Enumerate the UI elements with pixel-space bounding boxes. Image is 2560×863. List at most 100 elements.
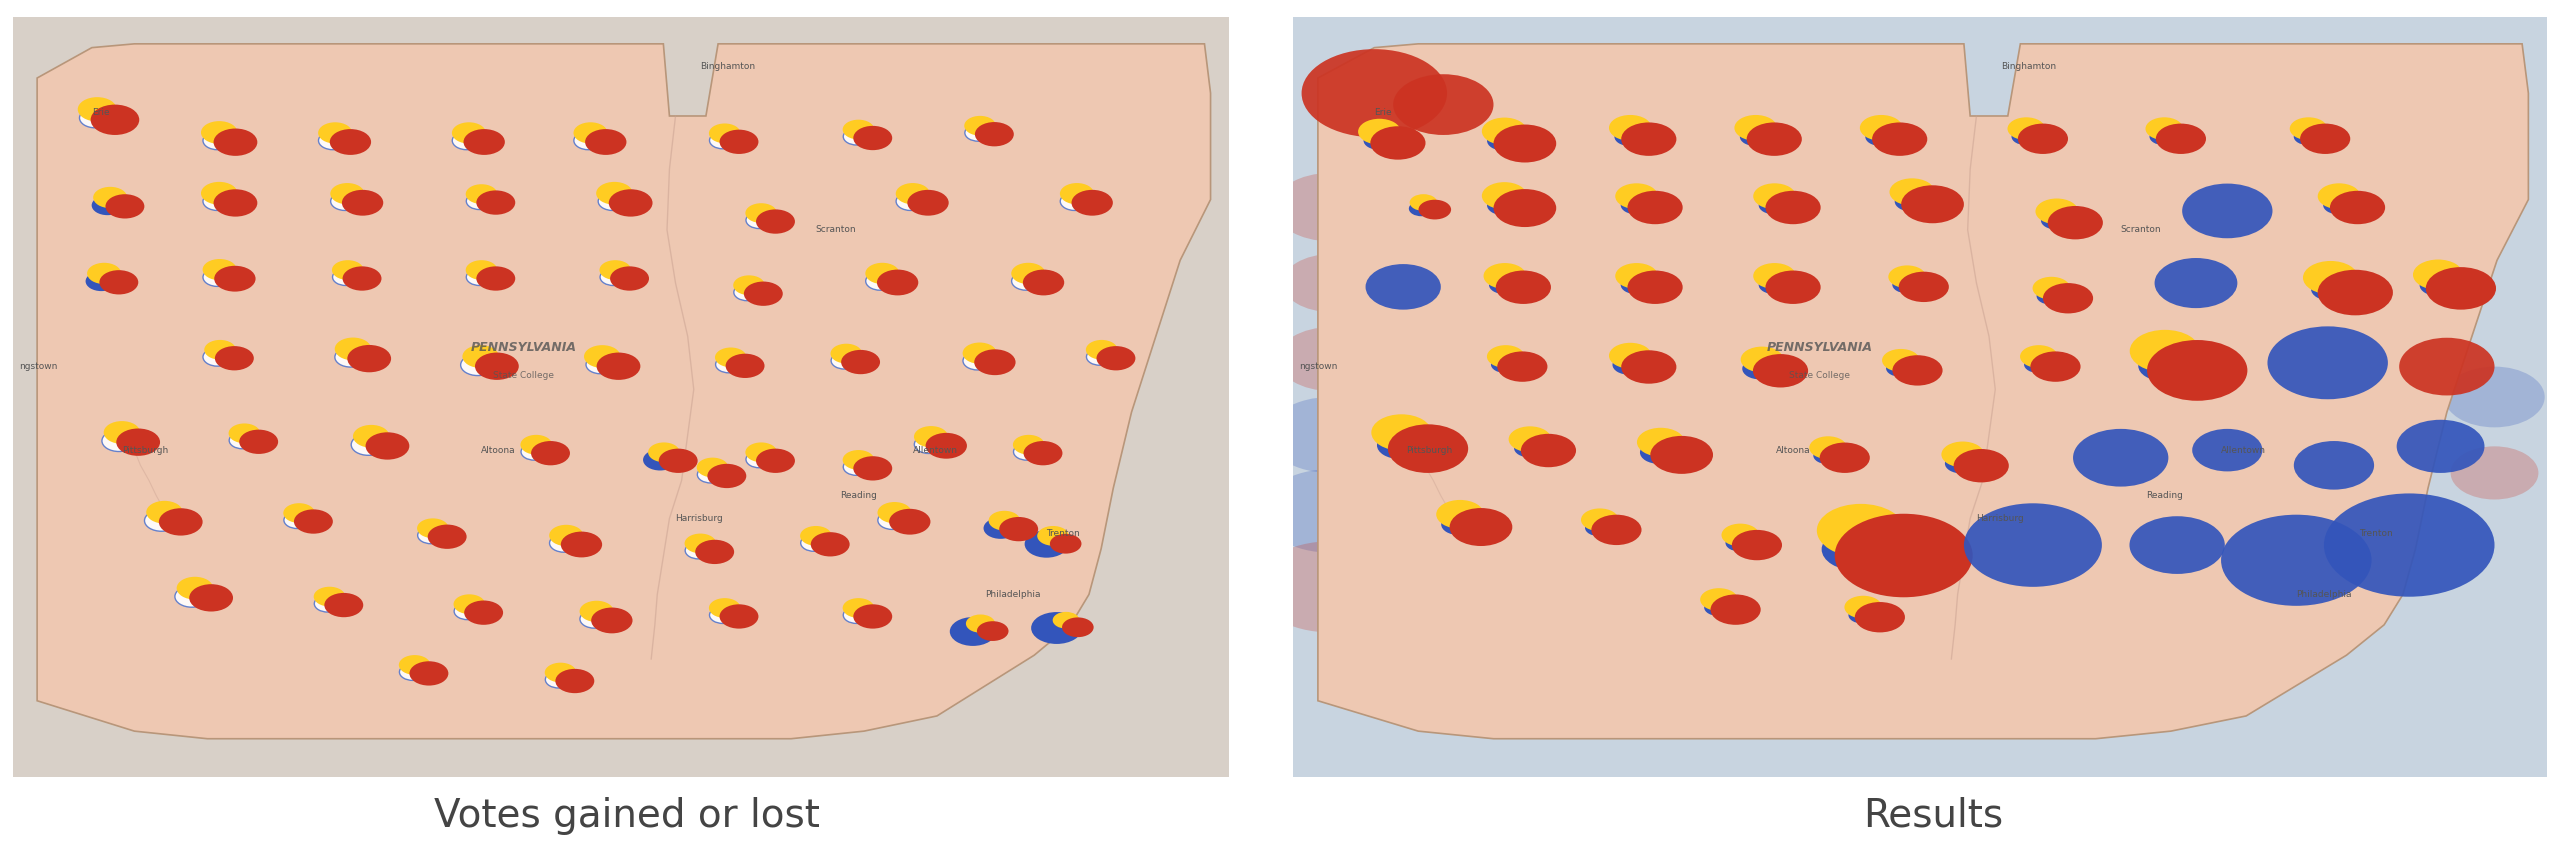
Text: Reading: Reading <box>840 491 876 501</box>
Circle shape <box>842 598 876 618</box>
Circle shape <box>950 617 996 646</box>
Circle shape <box>1759 276 1789 294</box>
Circle shape <box>709 123 740 143</box>
Circle shape <box>325 593 364 617</box>
Circle shape <box>1766 191 1820 224</box>
Circle shape <box>2268 326 2388 400</box>
Circle shape <box>1620 196 1651 214</box>
Circle shape <box>453 123 486 143</box>
Circle shape <box>545 663 576 683</box>
Text: Scranton: Scranton <box>2120 225 2161 235</box>
Circle shape <box>1820 443 1869 473</box>
Circle shape <box>1300 49 1446 137</box>
Circle shape <box>1062 617 1093 637</box>
Circle shape <box>724 354 765 378</box>
Circle shape <box>476 353 520 380</box>
Circle shape <box>1818 504 1905 557</box>
Circle shape <box>417 527 445 544</box>
Circle shape <box>978 621 1009 641</box>
Circle shape <box>1620 276 1651 294</box>
Circle shape <box>1887 360 1915 376</box>
Circle shape <box>366 432 410 460</box>
Circle shape <box>77 98 118 122</box>
Circle shape <box>1766 270 1820 304</box>
Circle shape <box>1741 347 1784 373</box>
Circle shape <box>1871 123 1928 156</box>
Circle shape <box>596 353 640 380</box>
Circle shape <box>115 429 161 456</box>
Circle shape <box>1482 117 1526 145</box>
Circle shape <box>1892 356 1943 386</box>
Circle shape <box>2304 261 2358 294</box>
Circle shape <box>561 532 602 557</box>
Circle shape <box>1889 266 1925 288</box>
Circle shape <box>1262 469 1400 552</box>
Circle shape <box>1411 194 1436 211</box>
Text: PENNSYLVANIA: PENNSYLVANIA <box>471 342 576 355</box>
Circle shape <box>2074 429 2168 487</box>
Circle shape <box>975 350 1016 375</box>
Text: Harrisburg: Harrisburg <box>676 514 724 523</box>
Circle shape <box>755 449 796 473</box>
Circle shape <box>1615 183 1659 209</box>
Circle shape <box>330 192 361 211</box>
Text: PENNSYLVANIA: PENNSYLVANIA <box>1766 342 1874 355</box>
Circle shape <box>1610 115 1651 141</box>
Circle shape <box>1900 272 1948 302</box>
Circle shape <box>100 270 138 294</box>
Circle shape <box>453 131 481 149</box>
Circle shape <box>1743 358 1777 380</box>
Circle shape <box>684 533 717 553</box>
Circle shape <box>2294 441 2373 489</box>
Circle shape <box>579 601 614 622</box>
Circle shape <box>2020 345 2058 368</box>
Circle shape <box>1277 327 1382 391</box>
Text: Trenton: Trenton <box>2360 529 2394 539</box>
Circle shape <box>2317 183 2360 209</box>
Circle shape <box>1746 123 1802 156</box>
Circle shape <box>476 191 515 215</box>
Circle shape <box>812 532 850 557</box>
Circle shape <box>215 346 253 370</box>
Circle shape <box>1508 426 1551 452</box>
Circle shape <box>709 607 737 623</box>
Circle shape <box>2033 277 2071 299</box>
Circle shape <box>609 189 653 217</box>
Circle shape <box>801 534 827 551</box>
Circle shape <box>745 203 778 223</box>
Circle shape <box>1060 192 1091 211</box>
Circle shape <box>745 211 773 229</box>
Circle shape <box>2181 184 2273 238</box>
Circle shape <box>1953 449 2010 482</box>
Circle shape <box>1037 526 1070 545</box>
Circle shape <box>965 614 996 633</box>
Circle shape <box>399 664 425 680</box>
Circle shape <box>351 434 384 456</box>
Circle shape <box>1011 263 1044 284</box>
Circle shape <box>228 424 261 444</box>
Circle shape <box>1856 602 1905 633</box>
Circle shape <box>333 268 358 286</box>
Circle shape <box>90 104 138 135</box>
Circle shape <box>963 352 993 370</box>
Circle shape <box>1024 531 1068 557</box>
Circle shape <box>1700 589 1738 611</box>
Circle shape <box>696 457 730 477</box>
Circle shape <box>466 192 494 210</box>
Circle shape <box>1487 131 1521 151</box>
Circle shape <box>522 444 548 460</box>
Circle shape <box>852 604 893 628</box>
Circle shape <box>1620 123 1677 156</box>
Circle shape <box>717 356 742 373</box>
Circle shape <box>1812 447 1841 464</box>
Circle shape <box>2043 283 2094 313</box>
Circle shape <box>2025 356 2051 373</box>
Circle shape <box>2048 206 2102 239</box>
Circle shape <box>1946 454 1976 474</box>
Circle shape <box>735 284 760 300</box>
Circle shape <box>417 519 448 539</box>
Circle shape <box>686 542 712 559</box>
Circle shape <box>865 272 896 290</box>
Circle shape <box>1052 612 1080 628</box>
Circle shape <box>92 195 123 215</box>
